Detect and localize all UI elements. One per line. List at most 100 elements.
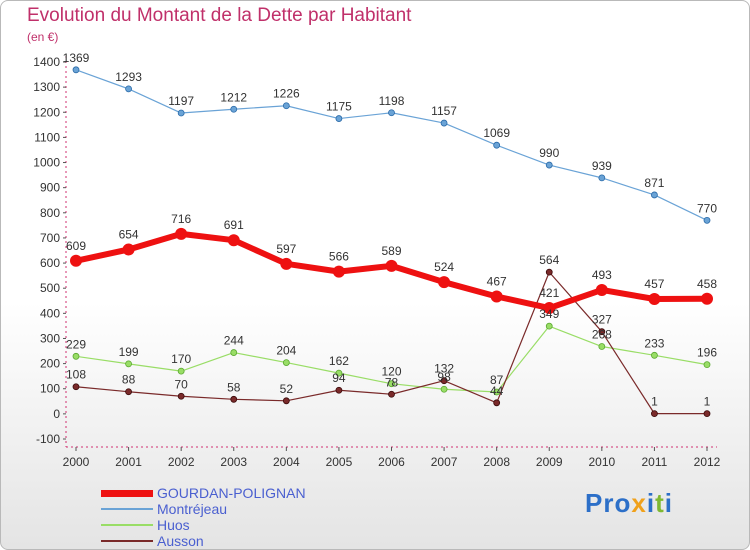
data-point <box>332 265 345 278</box>
x-tick-label: 2001 <box>115 455 142 469</box>
data-point <box>703 361 711 369</box>
x-tick-label: 2002 <box>168 455 195 469</box>
data-point <box>230 349 238 356</box>
data-label: 716 <box>171 212 191 226</box>
data-point <box>651 191 658 199</box>
data-label: 327 <box>592 313 612 327</box>
data-point <box>703 410 711 418</box>
data-label: 70 <box>174 377 188 391</box>
data-label: 990 <box>539 146 559 160</box>
data-point <box>598 174 606 182</box>
x-tick-label: 2007 <box>431 455 458 469</box>
legend-label: GOURDAN-POLIGNAN <box>157 485 306 501</box>
legend-label: Montréjeau <box>157 501 228 517</box>
legend-item: Ausson <box>101 533 306 549</box>
data-point <box>227 234 240 247</box>
legend-item: Huos <box>101 517 306 533</box>
chart-title: Evolution du Montant de la Dette par Hab… <box>27 5 412 26</box>
legend-label: Ausson <box>157 533 204 549</box>
data-point <box>545 161 553 169</box>
data-label: 170 <box>171 352 191 366</box>
data-label: 199 <box>119 345 139 359</box>
data-label: 98 <box>437 370 451 384</box>
data-label: 589 <box>381 244 401 258</box>
data-point <box>543 302 556 315</box>
data-label: 233 <box>644 336 664 350</box>
data-point <box>490 290 503 303</box>
data-label: 120 <box>381 365 401 379</box>
data-label: 88 <box>122 373 136 387</box>
x-tick-label: 2009 <box>536 455 563 469</box>
legend-swatch <box>101 524 153 526</box>
data-label: 196 <box>697 346 717 360</box>
data-label: 78 <box>385 375 399 389</box>
data-label: 1369 <box>63 51 90 65</box>
chart-legend: GOURDAN-POLIGNAN Montréjeau Huos Ausson <box>101 485 306 549</box>
data-label: 691 <box>224 218 244 232</box>
y-tick-label: 400 <box>40 306 60 320</box>
y-tick-label: 600 <box>40 256 60 270</box>
data-label: 1 <box>704 395 711 409</box>
y-tick-label: 0 <box>53 407 60 421</box>
data-point <box>651 351 658 359</box>
data-point <box>385 259 398 272</box>
logo-letter: i <box>646 488 656 518</box>
legend-swatch <box>101 540 153 542</box>
data-point <box>388 380 395 388</box>
data-point <box>438 276 451 289</box>
data-point <box>177 367 185 375</box>
data-point <box>651 410 658 418</box>
data-label: 1157 <box>431 104 457 118</box>
data-label: 654 <box>119 227 139 241</box>
data-label: 268 <box>592 328 612 342</box>
data-label: 566 <box>329 250 349 264</box>
data-label: 1198 <box>379 94 405 108</box>
data-point <box>280 257 293 270</box>
data-point <box>177 109 185 117</box>
data-point <box>177 392 185 400</box>
x-tick-label: 2000 <box>63 455 90 469</box>
proxiti-logo: Proxiti <box>585 488 673 519</box>
data-point <box>703 216 711 224</box>
data-point <box>335 386 343 394</box>
data-label: 58 <box>227 380 241 394</box>
data-point <box>545 322 553 330</box>
data-label: 52 <box>280 382 294 396</box>
data-point <box>122 243 135 256</box>
data-label: 458 <box>697 277 717 291</box>
legend-item: Montréjeau <box>101 501 306 517</box>
data-label: 204 <box>276 344 296 358</box>
data-label: 421 <box>539 286 559 300</box>
data-label: 108 <box>66 368 86 382</box>
data-point <box>545 268 553 276</box>
x-tick-label: 2011 <box>642 455 668 469</box>
y-tick-label: 1200 <box>33 105 60 119</box>
data-label: 457 <box>644 277 664 291</box>
data-label: 1197 <box>168 94 194 108</box>
data-label: 609 <box>66 239 86 253</box>
data-label: 1226 <box>273 87 300 101</box>
data-point <box>282 359 290 366</box>
chart-unit: (en €) <box>27 30 59 44</box>
data-label: 564 <box>539 253 559 267</box>
x-tick-label: 2008 <box>483 455 510 469</box>
y-tick-label: -100 <box>36 432 60 446</box>
data-point <box>282 102 290 110</box>
logo-letter: x <box>631 488 647 518</box>
data-point <box>282 397 290 405</box>
data-label: 1293 <box>115 70 142 84</box>
data-point <box>72 352 80 360</box>
data-point <box>493 141 501 149</box>
data-point <box>230 105 238 113</box>
data-label: 597 <box>276 242 296 256</box>
data-label: 132 <box>434 362 454 376</box>
logo-letter: t <box>655 488 665 518</box>
legend-label: Huos <box>157 517 190 533</box>
data-label: 467 <box>487 274 507 288</box>
data-point <box>72 66 80 74</box>
x-tick-label: 2006 <box>378 455 405 469</box>
data-point <box>70 254 82 267</box>
data-point <box>493 388 501 396</box>
data-point <box>440 377 448 385</box>
